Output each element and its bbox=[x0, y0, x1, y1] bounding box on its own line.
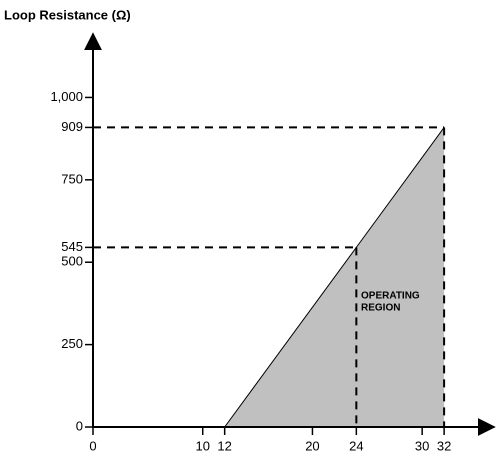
x-tick-label: 24 bbox=[349, 438, 363, 453]
y-axis-label: Loop Resistance (Ω) bbox=[4, 7, 131, 22]
x-tick-label: 10 bbox=[195, 438, 209, 453]
y-tick-label: 545 bbox=[61, 239, 83, 254]
y-tick-label: 909 bbox=[61, 119, 83, 134]
x-tick-label: 0 bbox=[89, 438, 96, 453]
x-tick-label: 30 bbox=[415, 438, 429, 453]
y-tick-label: 0 bbox=[76, 418, 83, 433]
x-tick-label: 32 bbox=[437, 438, 451, 453]
y-tick-label: 250 bbox=[61, 336, 83, 351]
operating-region bbox=[224, 127, 445, 427]
y-tick-label: 1,000 bbox=[50, 89, 83, 104]
y-tick-label: 500 bbox=[61, 254, 83, 269]
x-tick-label: 20 bbox=[305, 438, 319, 453]
x-tick-label: 12 bbox=[217, 438, 231, 453]
plot bbox=[93, 126, 446, 428]
y-tick-label: 750 bbox=[61, 171, 83, 186]
annotation: OPERATING bbox=[361, 291, 420, 302]
annotation: REGION bbox=[361, 303, 400, 314]
